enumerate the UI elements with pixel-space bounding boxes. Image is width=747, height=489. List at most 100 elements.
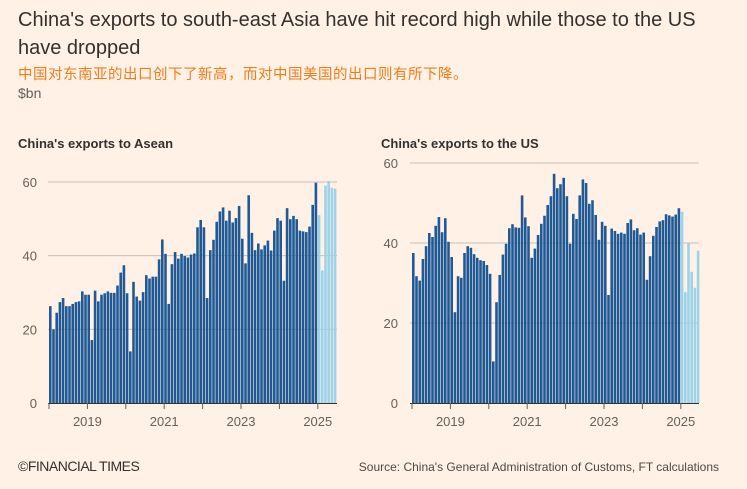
us-bar [424, 246, 428, 403]
asean-bar [282, 280, 286, 403]
us-bar [636, 228, 639, 403]
us-bar [664, 214, 668, 403]
asean-bar [87, 294, 90, 403]
us-bar [620, 232, 623, 403]
us-bar [556, 188, 559, 403]
asean-x-tick-label: 2025 [303, 414, 332, 429]
unit-label: $bn [18, 85, 42, 101]
asean-bar [84, 294, 87, 403]
us-bar [645, 279, 649, 403]
source-note: Source: China's General Administration o… [358, 460, 719, 474]
us-bar [533, 248, 537, 403]
asean-bar [122, 265, 126, 403]
us-bar [594, 215, 597, 403]
us-x-tick-label: 2025 [666, 414, 695, 429]
asean-bar [170, 264, 174, 403]
us-y-tick-label: 20 [384, 316, 398, 331]
asean-bar [237, 205, 241, 403]
us-bar [655, 227, 658, 403]
asean-bar [317, 215, 321, 403]
us-bar [504, 243, 508, 403]
asean-bar [205, 298, 209, 403]
asean-bar [228, 210, 231, 403]
us-bar [616, 233, 620, 403]
asean-bar [68, 306, 71, 403]
us-bar [604, 225, 607, 403]
asean-bar [273, 230, 276, 403]
asean-bar [58, 302, 62, 403]
us-bar [546, 205, 549, 403]
us-bar [661, 220, 665, 403]
us-bar [444, 218, 447, 403]
us-bar [450, 257, 453, 403]
asean-bar [199, 219, 202, 403]
asean-bar [202, 227, 206, 403]
us-bar [668, 215, 671, 403]
asean-bar [151, 276, 154, 403]
asean-bar [234, 218, 238, 403]
us-x-tick-label: 2023 [590, 414, 619, 429]
us-bar [639, 234, 642, 403]
us-bar [552, 173, 556, 403]
asean-bar [285, 208, 289, 403]
us-bar [562, 177, 565, 403]
asean-bar [129, 351, 132, 403]
asean-y-tick-label: 20 [23, 322, 37, 337]
asean-bar [276, 218, 279, 403]
us-bar [485, 265, 489, 403]
us-bar [508, 228, 511, 403]
us-bar [460, 277, 463, 403]
asean-bar [93, 290, 97, 403]
asean-bar [125, 293, 129, 403]
us-bar [629, 219, 633, 403]
us-bar [501, 254, 505, 403]
us-x-tick-label: 2019 [436, 414, 465, 429]
us-bar [671, 216, 674, 403]
asean-bar [55, 312, 58, 403]
us-y-tick-label: 60 [384, 156, 398, 171]
asean-bar [231, 222, 234, 403]
asean-bar [109, 292, 113, 403]
us-bar [412, 253, 415, 403]
asean-bar [97, 301, 100, 403]
asean-bar [212, 239, 215, 403]
asean-bar [71, 303, 74, 403]
asean-chart-title: China's exports to Asean [18, 136, 174, 151]
us-bar [524, 217, 527, 403]
us-bar [527, 226, 530, 403]
us-bar [652, 235, 655, 403]
asean-bar [157, 259, 161, 403]
asean-x-tick-label: 2019 [73, 414, 102, 429]
asean-bar [164, 253, 167, 403]
us-bar [581, 179, 585, 403]
us-bar [437, 217, 441, 403]
asean-bar [52, 329, 55, 403]
us-bar [607, 295, 610, 403]
us-bar [482, 261, 485, 403]
us-bar [575, 219, 578, 403]
us-bar [463, 253, 466, 403]
asean-bar [225, 220, 228, 403]
asean-bar [145, 275, 148, 403]
asean-bar [241, 238, 244, 403]
asean-bar [314, 182, 318, 403]
asean-bar [260, 249, 263, 403]
asean-bar [305, 232, 308, 403]
asean-bar [77, 301, 81, 403]
us-bar [677, 208, 681, 403]
asean-bar [148, 278, 151, 403]
asean-bar [266, 240, 270, 403]
us-bar [511, 224, 514, 403]
asean-bar [215, 221, 218, 403]
asean-bar [196, 227, 199, 403]
us-bar [479, 260, 482, 403]
asean-bar [279, 220, 282, 403]
asean-bar [138, 300, 142, 403]
us-y-tick-label: 0 [391, 396, 398, 411]
asean-bar [295, 219, 298, 403]
asean-bar [116, 285, 119, 403]
us-bar [492, 361, 495, 403]
us-bar [453, 312, 457, 403]
asean-bar [247, 195, 250, 403]
asean-bar [183, 256, 186, 403]
